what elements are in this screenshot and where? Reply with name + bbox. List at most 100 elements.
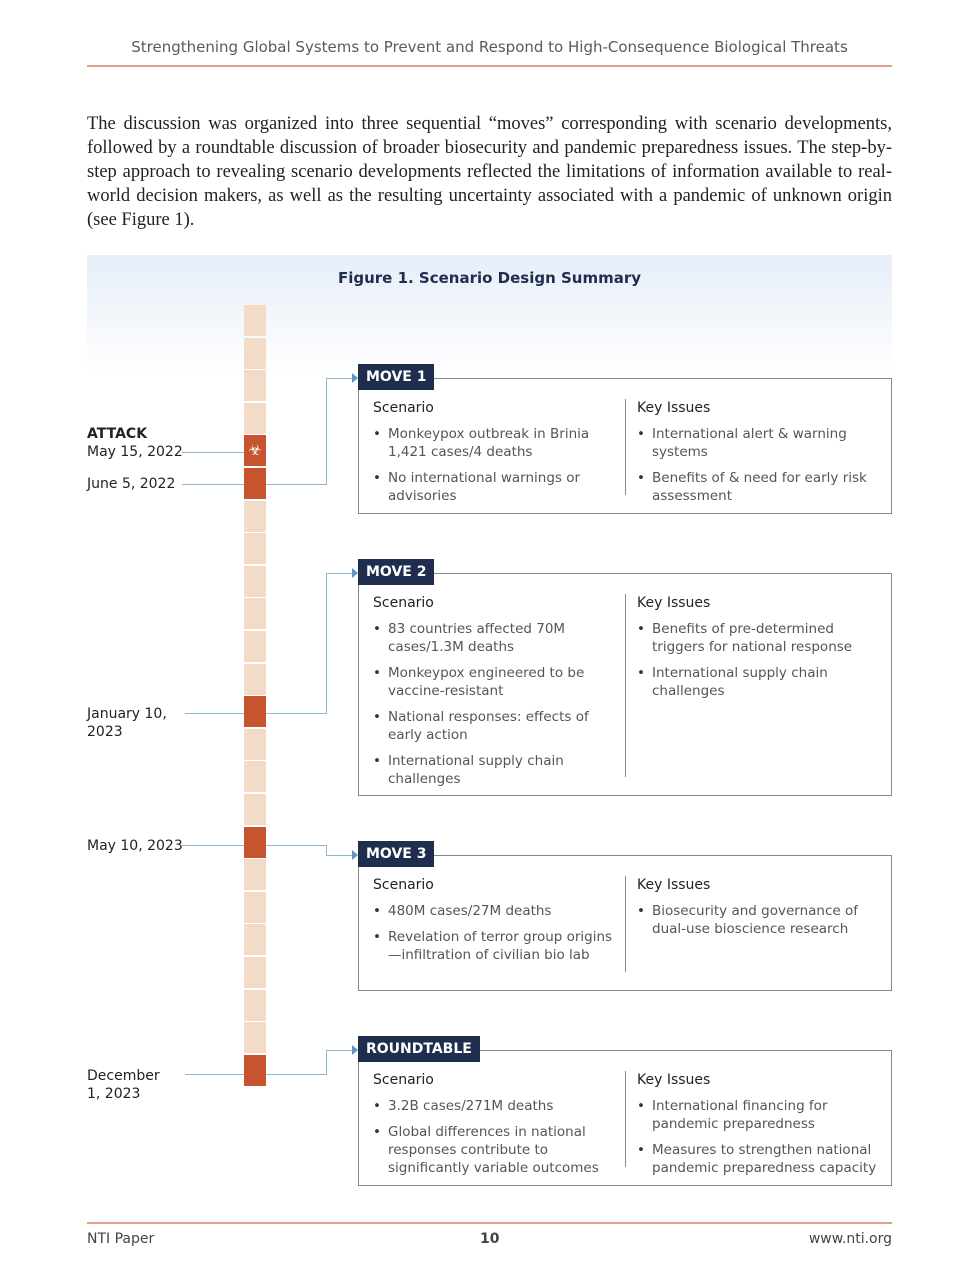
arrow-icon bbox=[352, 1045, 358, 1055]
scenario-item: National responses: effects of early act… bbox=[373, 708, 613, 744]
date-attack: ATTACK May 15, 2022 bbox=[87, 426, 183, 460]
timeline-cell bbox=[244, 598, 266, 630]
timeline-cell bbox=[244, 924, 266, 956]
date-move1: June 5, 2022 bbox=[87, 476, 176, 492]
page-number: 10 bbox=[480, 1231, 500, 1247]
timeline-cell-highlighted: ☣ bbox=[244, 435, 266, 467]
scenario-item: International supply chain challenges bbox=[373, 752, 613, 788]
connector bbox=[326, 378, 327, 485]
move-label: ROUNDTABLE bbox=[358, 1036, 480, 1062]
date-roundtable: December 1, 2023 bbox=[87, 1068, 160, 1102]
move-label: MOVE 3 bbox=[358, 841, 435, 867]
scenario-heading: Scenario bbox=[373, 400, 434, 416]
timeline-cell bbox=[244, 402, 266, 434]
connector bbox=[266, 845, 326, 846]
timeline-cell bbox=[244, 794, 266, 825]
timeline-cell bbox=[244, 565, 266, 597]
move-label: MOVE 1 bbox=[358, 364, 435, 390]
key-issue-item: Benefits of pre-determined triggers for … bbox=[637, 620, 880, 656]
timeline-cell bbox=[244, 957, 266, 988]
scenario-item: Revelation of terror group origins—infil… bbox=[373, 928, 613, 964]
scenario-column: Scenario 3.2B cases/271M deaths Global dif… bbox=[373, 1071, 613, 1185]
scenario-column: Scenario 480M cases/27M deaths Revelation … bbox=[373, 876, 613, 972]
timeline-cell bbox=[244, 891, 266, 923]
move-box: Scenario Monkeypox outbreak in Brinia 1,4… bbox=[358, 378, 892, 514]
connector bbox=[326, 378, 352, 379]
connector bbox=[326, 573, 327, 714]
intro-paragraph: The discussion was organized into three … bbox=[87, 114, 892, 230]
running-header: Strengthening Global Systems to Prevent … bbox=[131, 38, 848, 56]
header-divider bbox=[87, 65, 892, 67]
key-issue-item: Biosecurity and governance of dual-use b… bbox=[637, 902, 880, 938]
connector bbox=[185, 713, 244, 714]
scenario-item: Monkeypox outbreak in Brinia 1,421 cases… bbox=[373, 425, 613, 461]
connector bbox=[182, 484, 244, 485]
scenario-item: No international warnings or advisories bbox=[373, 469, 613, 505]
scenario-heading: Scenario bbox=[373, 877, 434, 893]
scenario-column: Scenario Monkeypox outbreak in Brinia 1,4… bbox=[373, 399, 613, 513]
key-issue-item: International supply chain challenges bbox=[637, 664, 880, 700]
move-box: Scenario 480M cases/27M deaths Revelation … bbox=[358, 855, 892, 991]
timeline-cell bbox=[244, 337, 266, 369]
timeline-cell-highlighted bbox=[244, 826, 266, 858]
scenario-item: 480M cases/27M deaths bbox=[373, 902, 613, 920]
move-box: Scenario 3.2B cases/271M deaths Global dif… bbox=[358, 1050, 892, 1186]
connector bbox=[185, 1074, 244, 1075]
move-label: MOVE 2 bbox=[358, 559, 435, 585]
connector bbox=[182, 845, 244, 846]
key-issue-item: Benefits of & need for early risk assess… bbox=[637, 469, 880, 505]
timeline-cell bbox=[244, 859, 266, 891]
scenario-heading: Scenario bbox=[373, 1072, 434, 1088]
timeline-cell bbox=[244, 631, 266, 662]
connector bbox=[326, 573, 352, 574]
connector bbox=[326, 1050, 327, 1075]
timeline-cell bbox=[244, 533, 266, 565]
timeline-cell bbox=[244, 500, 266, 532]
key-issues-column: Key Issues International alert & warning … bbox=[625, 399, 880, 504]
timeline-cell bbox=[244, 989, 266, 1021]
connector bbox=[326, 855, 352, 856]
key-issue-item: Measures to strengthen national pandemic… bbox=[637, 1141, 880, 1177]
date-move2: January 10, 2023 bbox=[87, 706, 167, 740]
connector bbox=[182, 452, 244, 453]
scenario-item: 83 countries affected 70M cases/1.3M dea… bbox=[373, 620, 613, 656]
timeline-cell-highlighted bbox=[244, 1054, 266, 1086]
scenario-column: Scenario 83 countries affected 70M cases/… bbox=[373, 594, 613, 796]
connector bbox=[266, 1074, 326, 1075]
key-issue-item: International alert & warning systems bbox=[637, 425, 880, 461]
key-issues-column: Key Issues International financing for pa… bbox=[625, 1071, 880, 1176]
timeline-cell-highlighted bbox=[244, 696, 266, 728]
date-move3: May 10, 2023 bbox=[87, 838, 183, 854]
timeline-cell bbox=[244, 370, 266, 402]
footer-divider bbox=[87, 1222, 892, 1224]
arrow-icon bbox=[352, 850, 358, 860]
timeline-cell bbox=[244, 761, 266, 793]
timeline-cell bbox=[244, 1022, 266, 1054]
key-issues-column: Key Issues Biosecurity and governance of … bbox=[625, 876, 880, 972]
scenario-item: Monkeypox engineered to be vaccine-resis… bbox=[373, 664, 613, 700]
connector bbox=[326, 845, 327, 856]
timeline-cell bbox=[244, 728, 266, 760]
key-issues-heading: Key Issues bbox=[637, 1072, 711, 1088]
arrow-icon bbox=[352, 373, 358, 383]
connector bbox=[266, 484, 326, 485]
key-issues-heading: Key Issues bbox=[637, 595, 711, 611]
connector bbox=[326, 1050, 352, 1051]
timeline-cell bbox=[244, 305, 266, 336]
scenario-item: 3.2B cases/271M deaths bbox=[373, 1097, 613, 1115]
key-issues-heading: Key Issues bbox=[637, 400, 711, 416]
footer-left: NTI Paper bbox=[87, 1231, 155, 1247]
footer-right: www.nti.org bbox=[808, 1231, 892, 1247]
key-issues-column: Key Issues Benefits of pre-determined tri… bbox=[625, 594, 880, 777]
key-issue-item: International financing for pandemic pre… bbox=[637, 1097, 880, 1133]
timeline-cell-highlighted bbox=[244, 468, 266, 499]
key-issues-heading: Key Issues bbox=[637, 877, 711, 893]
move-box: Scenario 83 countries affected 70M cases/… bbox=[358, 573, 892, 796]
scenario-heading: Scenario bbox=[373, 595, 434, 611]
figure-scenario-design: Figure 1. Scenario Design Summary ATTACK… bbox=[87, 255, 892, 1210]
scenario-item: Global differences in national responses… bbox=[373, 1123, 613, 1177]
figure-title: Figure 1. Scenario Design Summary bbox=[337, 269, 642, 287]
timeline-cell bbox=[244, 663, 266, 695]
arrow-icon bbox=[352, 568, 358, 578]
connector bbox=[266, 713, 326, 714]
